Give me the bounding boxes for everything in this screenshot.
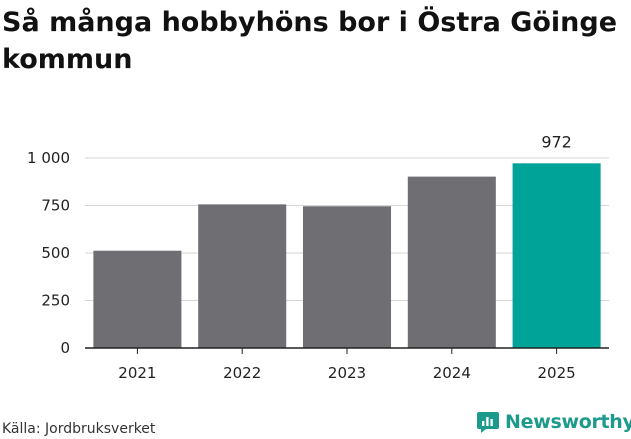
chart-title: Så många hobbyhöns bor i Östra Göinge ko…: [2, 7, 618, 75]
x-tick-label: 2021: [118, 364, 156, 382]
y-tick-label: 250: [41, 292, 70, 310]
newsworthy-logo: Newsworthy: [476, 408, 631, 436]
y-tick-label: 1 000: [27, 149, 70, 167]
bar-2021: [93, 250, 182, 348]
source-note: Källa: Jordbruksverket: [2, 421, 156, 437]
logo-text: Newsworthy: [505, 411, 631, 433]
x-tick-label: 2022: [223, 364, 261, 382]
data-label: 972: [541, 132, 572, 151]
bar-2023: [302, 206, 392, 348]
y-tick-label: 750: [41, 197, 70, 215]
x-tick-label: 2025: [538, 364, 576, 382]
bar-2024: [407, 176, 496, 348]
x-tick-label: 2023: [328, 364, 366, 382]
y-axis-ticks: 0 250 500 750 1 000: [27, 149, 70, 357]
bars: [93, 163, 601, 348]
x-axis-ticks: 2021 2022 2023 2024 2025: [85, 347, 609, 382]
x-tick-label: 2024: [433, 364, 471, 382]
newsworthy-chart-icon: [477, 412, 499, 433]
bar-2022: [198, 204, 287, 348]
y-tick-label: 500: [41, 244, 70, 262]
data-labels: 972: [541, 132, 572, 151]
y-tick-label: 0: [60, 339, 70, 357]
bar-2025: [512, 163, 601, 348]
